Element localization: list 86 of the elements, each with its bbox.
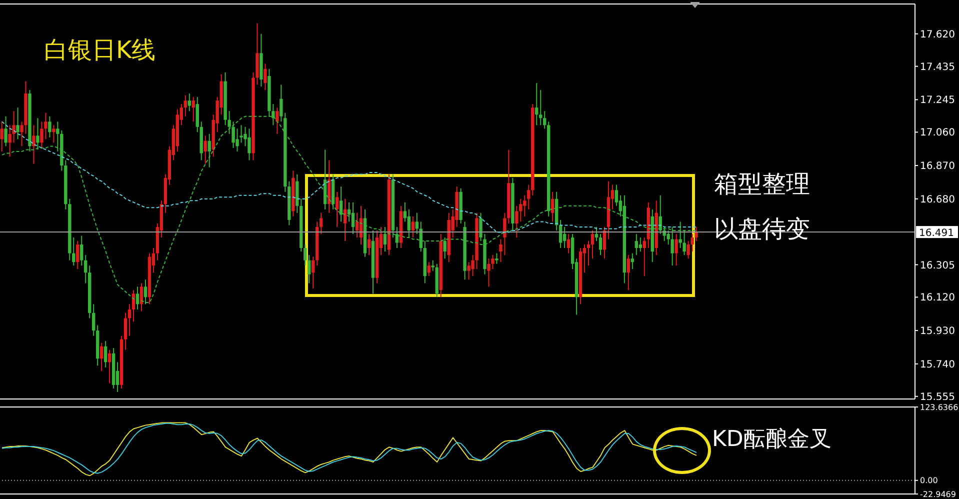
- candlestick: [598, 233, 602, 256]
- candlestick: [427, 262, 430, 277]
- candlestick: [443, 236, 446, 260]
- candlestick: [642, 236, 646, 277]
- candlestick: [626, 254, 630, 291]
- candlestick: [395, 226, 399, 249]
- candlestick: [16, 107, 20, 140]
- y-tick-label: 15.930: [920, 326, 955, 338]
- candlestick: [44, 112, 48, 140]
- candlestick: [104, 340, 108, 368]
- ref-line-label: 16.491: [919, 228, 954, 240]
- y-tick-label: 15.740: [920, 359, 955, 370]
- text: KD酝酿金叉: [712, 426, 832, 454]
- candlestick: [383, 226, 387, 252]
- candlestick: [188, 93, 191, 112]
- candlestick: [184, 94, 187, 117]
- candlestick: [367, 233, 371, 256]
- candlestick: [339, 186, 343, 222]
- y-tick-label: 16.870: [920, 161, 955, 172]
- y-tick-label: 16.305: [920, 260, 955, 272]
- y-tick-label: 17.245: [920, 95, 955, 106]
- y-tick-label: 123.6366: [920, 402, 958, 412]
- candlestick: [108, 349, 112, 384]
- candlestick: [590, 230, 594, 260]
- candlestick: [487, 258, 490, 288]
- candlestick: [335, 191, 339, 228]
- candlestick: [535, 82, 538, 126]
- candlestick: [495, 252, 498, 264]
- text: 白银日K线: [44, 35, 156, 66]
- candlestick: [407, 208, 411, 238]
- candlestick: [276, 107, 279, 134]
- y-tick-label: 17.060: [920, 128, 955, 139]
- y-tick-label: 17.620: [920, 29, 955, 40]
- candlestick: [543, 110, 546, 130]
- candlestick: [72, 236, 76, 266]
- candlestick: [92, 304, 96, 336]
- candlestick: [320, 212, 323, 234]
- y-tick-label: 15.555: [920, 392, 955, 403]
- candlestick: [304, 244, 307, 266]
- candlestick: [411, 216, 414, 238]
- candlestick: [128, 304, 132, 336]
- candlestick: [8, 124, 12, 158]
- text: 箱型整理: [714, 169, 810, 200]
- candlestick: [248, 128, 251, 161]
- candlestick: [415, 212, 418, 234]
- candlestick: [52, 124, 56, 144]
- candlestick: [678, 221, 682, 249]
- candlestick: [264, 63, 267, 91]
- candlestick: [519, 198, 522, 222]
- candlestick: [124, 312, 128, 350]
- candlestick: [527, 184, 530, 210]
- candlestick: [686, 240, 690, 260]
- candlestick: [76, 240, 80, 270]
- candlestick: [308, 254, 311, 284]
- candlestick: [586, 240, 590, 266]
- candlestick: [204, 135, 207, 164]
- y-tick-label: 16.680: [920, 194, 955, 206]
- candlestick: [4, 116, 8, 147]
- y-tick-label: 0.00: [920, 476, 938, 486]
- y-tick-label: 16.120: [920, 292, 955, 304]
- candlestick: [312, 256, 315, 289]
- candlestick: [550, 191, 554, 222]
- candlestick: [196, 96, 199, 133]
- candlestick: [467, 262, 470, 280]
- candlestick: [674, 233, 678, 266]
- candlestick: [0, 121, 4, 152]
- candlestick: [48, 116, 52, 138]
- y-tick-label: -22.9469: [920, 490, 956, 499]
- candlestick: [80, 235, 84, 266]
- candlestick: [562, 226, 566, 249]
- candlestick: [100, 342, 104, 372]
- candlestick: [491, 254, 494, 270]
- candlestick: [634, 233, 638, 256]
- candlestick: [208, 133, 211, 168]
- y-tick-label: 17.435: [920, 62, 955, 73]
- candlestick: [638, 236, 642, 252]
- candlestick: [670, 226, 674, 266]
- candlestick: [192, 96, 195, 122]
- candlestick: [355, 212, 359, 238]
- candlestick: [32, 124, 36, 164]
- candlestick: [602, 226, 606, 260]
- candlestick: [566, 233, 570, 254]
- candlestick: [539, 90, 542, 126]
- candlestick: [630, 252, 634, 270]
- candlestick: [594, 226, 598, 242]
- candlestick: [84, 254, 88, 284]
